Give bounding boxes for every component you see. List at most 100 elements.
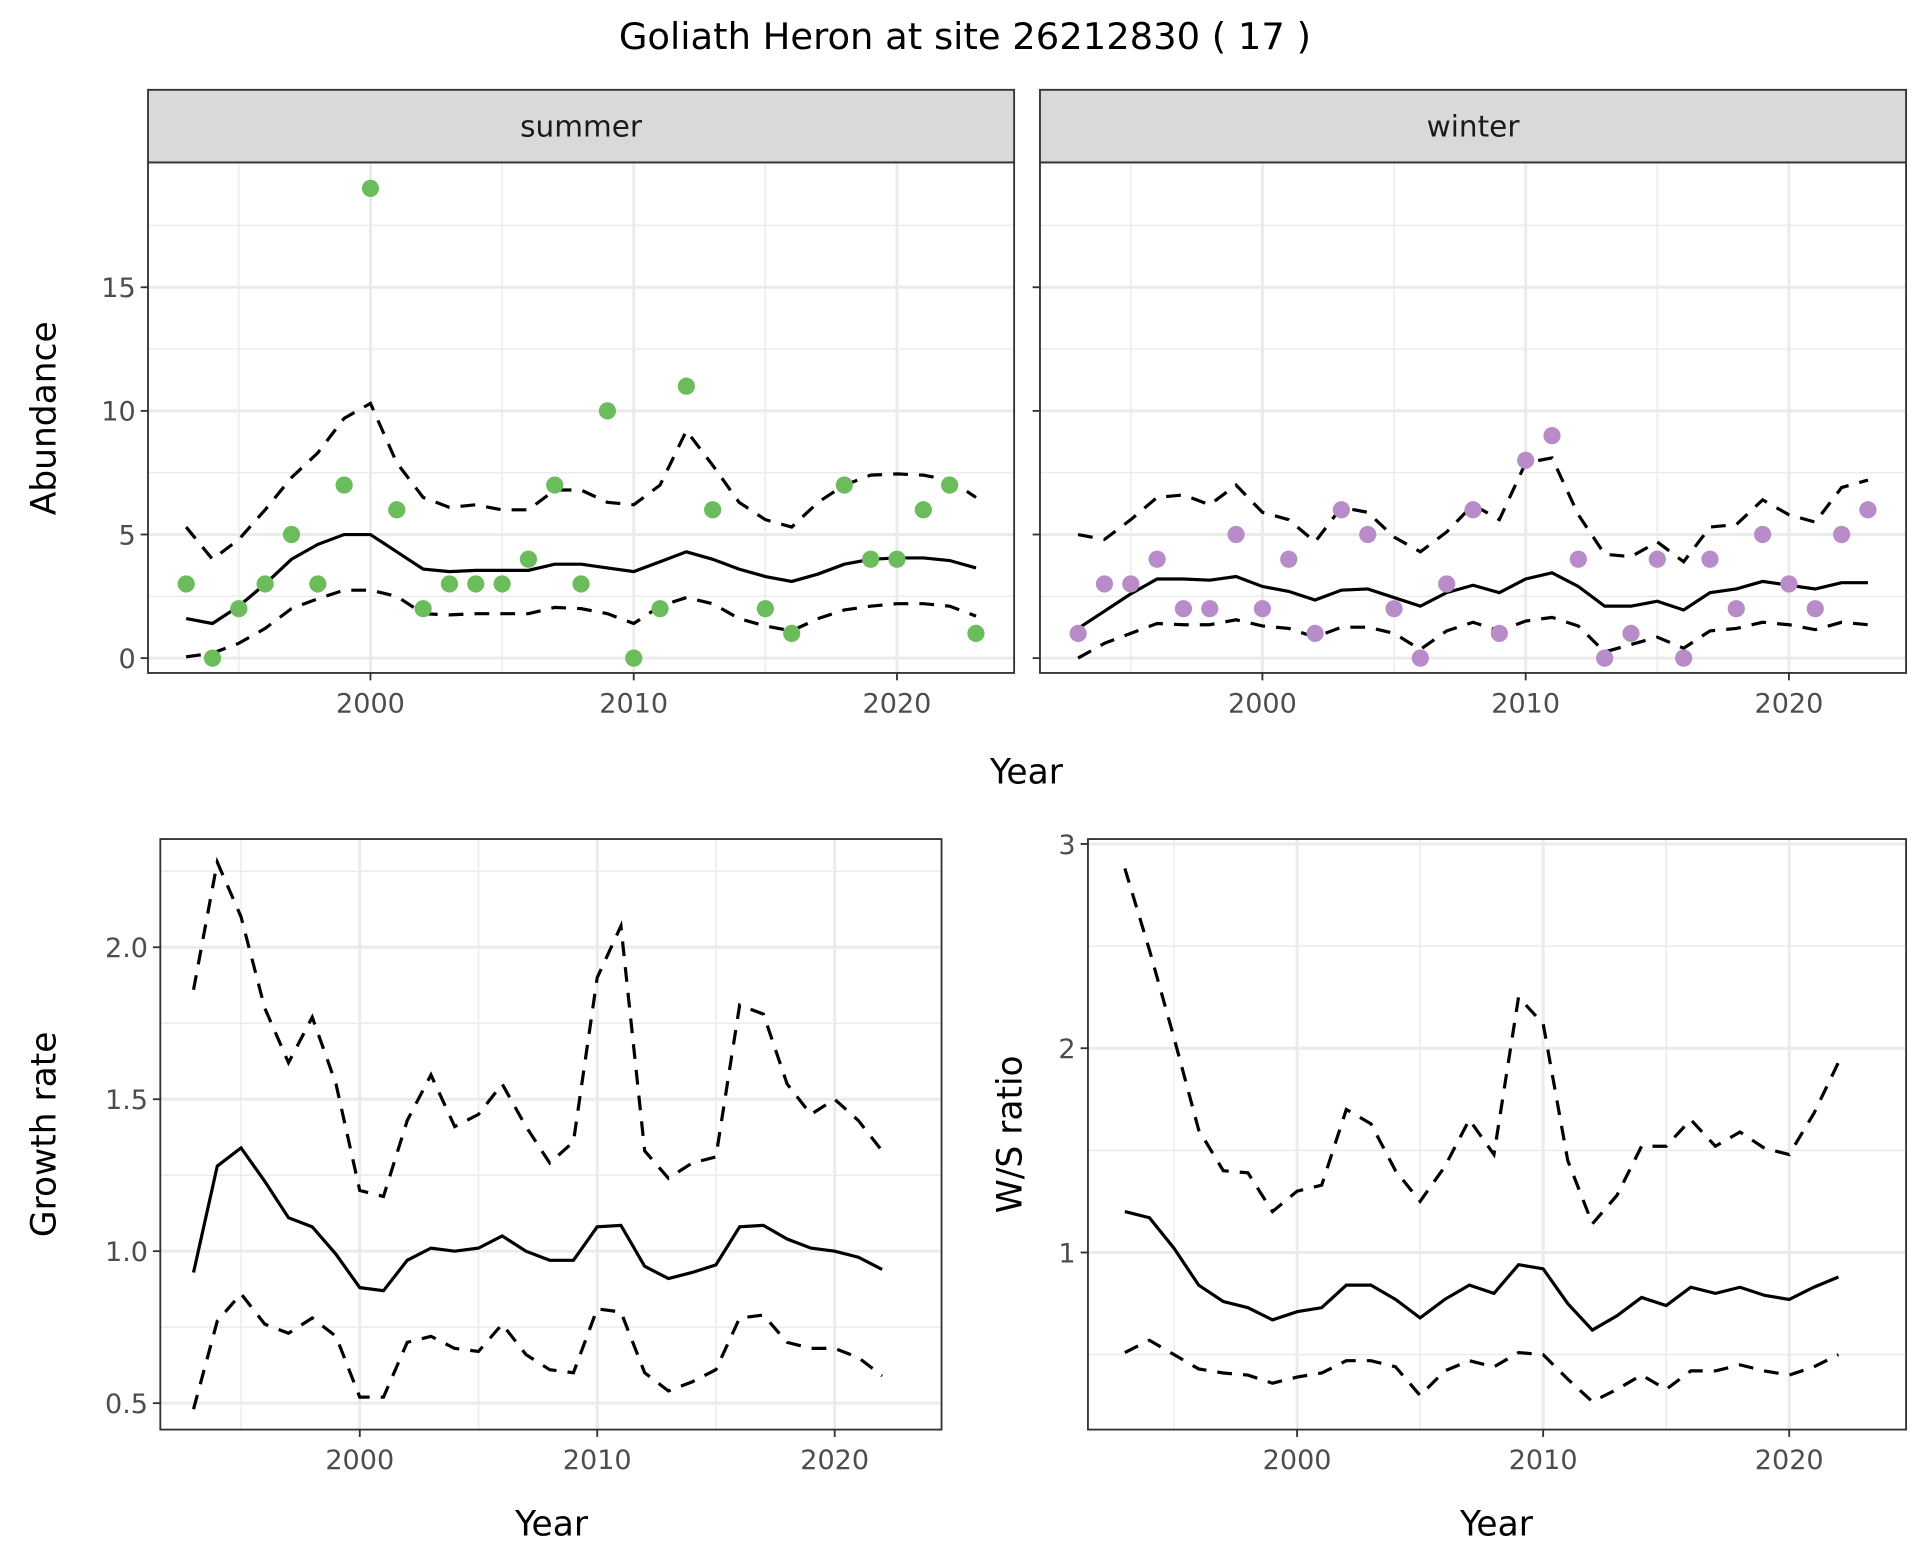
ratio-x-axis-label: Year xyxy=(1459,1504,1534,1544)
y-tick-label: 1.5 xyxy=(105,1085,148,1116)
x-tick-label: 2010 xyxy=(1509,1445,1578,1476)
facet-strip-label: summer xyxy=(520,110,643,144)
data-point xyxy=(598,402,617,420)
data-point xyxy=(546,476,564,494)
top-x-axis-label: Year xyxy=(989,753,1064,793)
data-point xyxy=(1359,525,1377,544)
data-point xyxy=(651,600,669,618)
data-point xyxy=(1754,525,1772,544)
data-point xyxy=(756,600,774,618)
data-point xyxy=(1622,624,1640,643)
data-point xyxy=(835,476,853,494)
mean-line xyxy=(1077,571,1868,630)
data-point xyxy=(1859,501,1877,519)
data-point xyxy=(467,575,485,593)
data-point xyxy=(572,575,590,593)
data-point xyxy=(1490,624,1508,643)
y-tick-label: 10 xyxy=(101,397,135,428)
lower-bound-line xyxy=(1124,1338,1840,1404)
mean-line xyxy=(1124,1210,1840,1333)
y-tick-label: 15 xyxy=(101,273,135,304)
panel-growth: 2000 2010 2020 0.5 1.0 1.5 2.0 xyxy=(105,838,943,1476)
growth-y-axis-label: Growth rate xyxy=(25,1032,65,1238)
data-point xyxy=(677,377,695,395)
lower-bound-line xyxy=(191,1291,884,1410)
lower-bound-line xyxy=(185,588,977,659)
y-tick-label: 3 xyxy=(1058,830,1075,861)
y-tick-label: 0 xyxy=(118,644,135,675)
data-point xyxy=(361,179,380,197)
data-point xyxy=(388,501,406,519)
data-point xyxy=(1306,624,1324,643)
data-point xyxy=(1385,600,1403,618)
data-point xyxy=(282,525,301,544)
x-tick-label: 2020 xyxy=(1755,688,1824,719)
panel-summer: summer 2000 2010 2020 0 5 10 15 xyxy=(101,88,1016,719)
data-point xyxy=(1701,550,1719,568)
growth-x-axis-label: Year xyxy=(514,1504,589,1544)
data-point xyxy=(1069,624,1087,643)
data-point xyxy=(1148,550,1166,568)
x-tick-label: 2020 xyxy=(1755,1445,1824,1476)
ratio-y-axis-label: W/S ratio xyxy=(991,1055,1031,1213)
data-point xyxy=(414,600,432,618)
data-point xyxy=(1201,600,1219,618)
upper-bound-line xyxy=(191,856,884,1199)
y-tick-label: 1.0 xyxy=(105,1237,148,1268)
x-tick-label: 2010 xyxy=(599,688,668,719)
data-point xyxy=(1280,550,1298,568)
data-point xyxy=(1438,575,1456,593)
panel-border xyxy=(159,838,943,1431)
facet-strip xyxy=(1039,88,1908,164)
x-tick-label: 2000 xyxy=(1263,1445,1332,1476)
data-point xyxy=(519,550,538,568)
top-y-axis-label: Abundance xyxy=(25,321,65,515)
data-point xyxy=(1332,501,1351,519)
data-point xyxy=(1675,649,1693,667)
data-point xyxy=(203,649,222,667)
panel-border xyxy=(1087,838,1908,1431)
data-point xyxy=(1780,575,1798,593)
data-point xyxy=(941,476,959,494)
data-point xyxy=(1832,525,1851,544)
data-point xyxy=(1411,649,1429,667)
panel-winter: winter 2000 2010 2020 xyxy=(1032,88,1908,719)
facet-strip xyxy=(147,88,1016,164)
mean-line xyxy=(185,532,977,626)
facet-strip-label: winter xyxy=(1427,110,1521,144)
data-point xyxy=(1806,600,1824,618)
data-point xyxy=(1543,426,1561,445)
x-tick-label: 2020 xyxy=(800,1445,869,1476)
data-point xyxy=(1227,525,1245,544)
data-point xyxy=(888,550,906,568)
mean-line xyxy=(191,1145,883,1293)
y-tick-label: 1 xyxy=(1058,1238,1075,1269)
data-point xyxy=(862,550,880,568)
data-point xyxy=(914,501,932,519)
data-point xyxy=(256,575,274,593)
data-point xyxy=(704,501,722,519)
x-tick-label: 2000 xyxy=(336,688,405,719)
data-point xyxy=(1648,550,1666,568)
data-point xyxy=(1596,649,1614,667)
data-point xyxy=(493,575,511,593)
chart-title: Goliath Heron at site 26212830 ( 17 ) xyxy=(619,15,1311,58)
x-tick-label: 2000 xyxy=(1228,688,1297,719)
x-tick-label: 2010 xyxy=(563,1445,632,1476)
data-point xyxy=(783,624,801,643)
data-point xyxy=(1253,600,1272,618)
data-point xyxy=(625,649,643,667)
y-tick-label: 2.0 xyxy=(105,933,148,964)
data-point xyxy=(177,575,195,593)
x-tick-label: 2000 xyxy=(325,1445,394,1476)
data-point xyxy=(1569,550,1587,568)
upper-bound-line xyxy=(1123,867,1840,1227)
data-point xyxy=(1464,501,1482,519)
y-tick-label: 5 xyxy=(118,520,135,551)
data-point xyxy=(1517,451,1535,469)
x-tick-label: 2010 xyxy=(1491,688,1560,719)
data-point xyxy=(1727,600,1745,618)
data-point xyxy=(440,575,459,593)
data-point xyxy=(967,624,985,643)
